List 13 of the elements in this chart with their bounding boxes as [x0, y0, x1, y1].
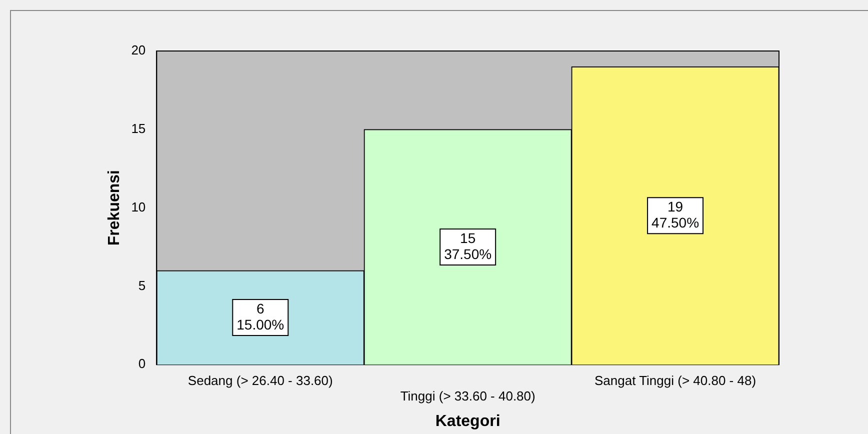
x-tick-label: Sangat Tinggi (> 40.80 - 48)	[594, 372, 756, 388]
data-label: 19 47.50%	[652, 198, 700, 230]
x-tick-label: Sedang (> 26.40 - 33.60)	[188, 372, 333, 388]
x-tick-label: Tinggi (> 33.60 - 40.80)	[400, 388, 536, 404]
y-tick-label: 15	[131, 120, 146, 136]
data-label: 15 37.50%	[444, 230, 492, 262]
x-axis-title: Kategori	[435, 412, 500, 430]
y-tick-label: 10	[131, 199, 146, 214]
y-tick-label: 0	[138, 356, 146, 372]
data-label: 6 15.00%	[236, 300, 284, 332]
y-axis-title: Frekuensi	[106, 170, 124, 246]
y-tick-label: 5	[138, 278, 146, 293]
y-tick-label: 20	[131, 42, 146, 58]
